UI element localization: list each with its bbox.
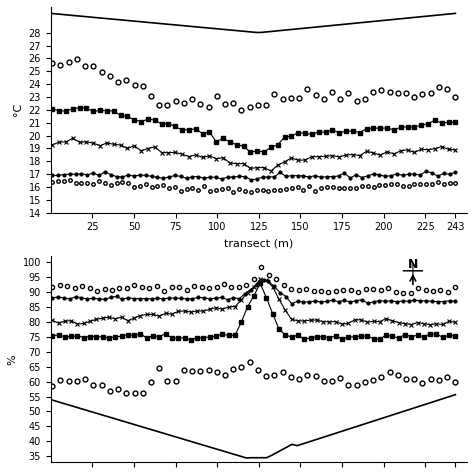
X-axis label: transect (m): transect (m) — [224, 238, 293, 248]
Y-axis label: %: % — [7, 354, 17, 365]
Y-axis label: °C: °C — [13, 103, 23, 117]
Text: N: N — [408, 258, 418, 271]
